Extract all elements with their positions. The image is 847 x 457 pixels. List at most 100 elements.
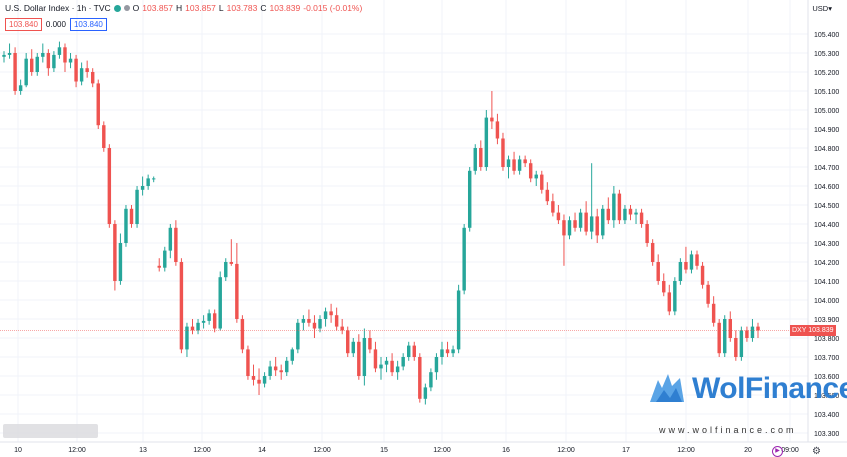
x-tick-label: 12:00: [68, 447, 86, 454]
candle-body: [201, 320, 206, 323]
candles-group: [2, 41, 760, 405]
candle-body: [390, 360, 394, 373]
candle-body: [662, 281, 666, 293]
y-tick-label: 103.400: [814, 412, 839, 419]
candle-body: [368, 338, 372, 350]
y-tick-label: 105.300: [814, 51, 839, 58]
candle-body: [312, 322, 317, 329]
y-tick-label: 104.900: [814, 127, 839, 134]
candle-body: [501, 138, 505, 167]
low-value: 103.783: [226, 3, 258, 13]
y-tick-label: 103.800: [814, 336, 839, 343]
bid-button[interactable]: 103.840: [5, 18, 42, 31]
candle-body: [41, 53, 45, 57]
candle-body: [90, 72, 95, 84]
candle-body: [285, 360, 289, 373]
candle-body: [7, 53, 12, 55]
candle-body: [717, 322, 721, 354]
candle-body: [290, 349, 295, 361]
y-tick-label: 103.300: [814, 431, 839, 438]
candle-body: [684, 262, 688, 270]
candle-body: [168, 227, 173, 251]
candle-body: [135, 189, 139, 224]
last-price-tag: DXY 103.839: [790, 325, 836, 337]
currency-selector[interactable]: USD▾: [812, 4, 832, 13]
symbol-title[interactable]: U.S. Dollar Index · 1h · TVC: [5, 3, 111, 13]
candle-body: [545, 189, 550, 202]
candle-body: [63, 47, 67, 63]
candle-body: [517, 159, 522, 171]
candle-body: [379, 364, 383, 369]
candle-body: [578, 212, 583, 228]
candle-body: [456, 290, 461, 350]
y-tick-label: 104.200: [814, 260, 839, 267]
candle-body: [246, 349, 250, 376]
x-tick-label: 12:00: [193, 447, 211, 454]
candle-body: [174, 227, 178, 262]
y-tick-label: 103.700: [814, 355, 839, 362]
watermark-url: www.wolfinance.com: [659, 425, 797, 435]
candle-body: [512, 159, 516, 171]
candle-body: [429, 372, 433, 388]
candle-body: [279, 370, 283, 373]
candle-body: [212, 313, 217, 329]
y-tick-label: 104.000: [814, 298, 839, 305]
price-axis: 105.400 105.300 105.200 105.100 105.000 104.9…: [807, 0, 839, 442]
y-tick-label: 104.600: [814, 184, 839, 191]
candle-body: [346, 330, 350, 354]
candle-body: [667, 292, 672, 312]
candle-body: [235, 263, 239, 319]
candle-body: [706, 284, 710, 304]
y-tick-label: 103.600: [814, 374, 839, 381]
chevron-down-icon: ▾: [828, 4, 832, 13]
candle-body: [185, 326, 189, 350]
candle-body: [595, 216, 599, 236]
gear-icon[interactable]: ⚙: [812, 446, 821, 457]
candle-body: [689, 254, 694, 270]
candle-body: [589, 216, 594, 232]
candle-body: [612, 193, 616, 221]
candle-body: [179, 262, 184, 350]
y-tick-label: 104.100: [814, 279, 839, 286]
candle-body: [68, 58, 73, 63]
y-tick-label: 104.400: [814, 222, 839, 229]
candle-body: [700, 265, 705, 285]
blurred-toolbar[interactable]: [3, 424, 98, 438]
candle-body: [451, 349, 455, 354]
candle-body: [74, 58, 78, 82]
candle-body: [423, 387, 428, 399]
change-value: -0.015 (-0.01%): [303, 3, 363, 13]
y-tick-label: 105.400: [814, 32, 839, 39]
candle-body: [318, 319, 322, 329]
candle-body: [157, 265, 161, 268]
candle-body: [734, 338, 738, 357]
candle-body: [79, 68, 84, 82]
candle-body: [723, 319, 727, 354]
candle-body: [617, 193, 622, 221]
candle-body: [118, 243, 123, 281]
candle-body: [384, 360, 389, 365]
low-label: L: [218, 3, 224, 13]
candle-body: [656, 262, 660, 281]
visibility-icon[interactable]: [123, 5, 130, 11]
candle-body: [634, 212, 638, 215]
candle-body: [357, 341, 361, 376]
candle-body: [623, 208, 627, 221]
candle-body: [218, 277, 222, 329]
candle-body: [18, 85, 23, 91]
x-tick-label: 13: [139, 447, 147, 454]
candle-body: [329, 311, 333, 316]
candle-body: [13, 53, 17, 91]
candle-body: [146, 178, 150, 186]
close-value: 103.839: [269, 3, 301, 13]
candle-body: [528, 163, 533, 179]
candle-body: [562, 220, 566, 236]
candle-body: [85, 68, 89, 72]
candle-body: [323, 311, 328, 319]
ask-button[interactable]: 103.840: [69, 18, 107, 31]
candle-body: [495, 121, 500, 139]
candle-body: [268, 366, 272, 376]
replay-icon[interactable]: ▶: [772, 446, 783, 457]
